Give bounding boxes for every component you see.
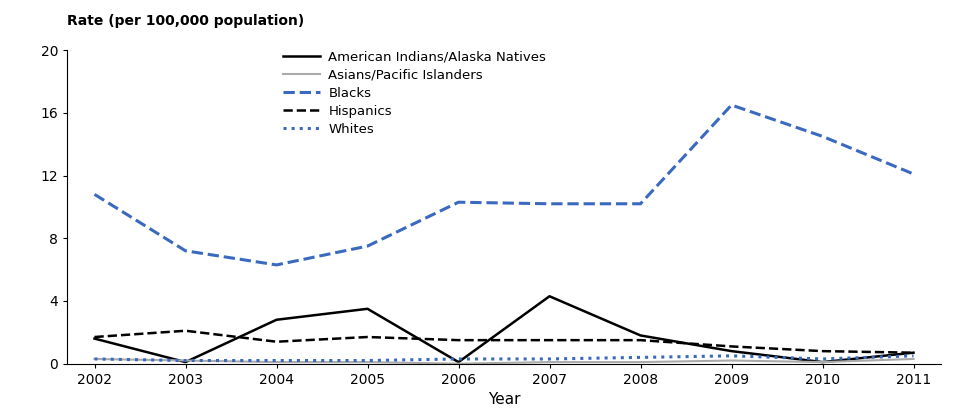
Hispanics <box>362 334 373 339</box>
Whites <box>453 357 465 362</box>
Asians/Pacific Islanders <box>362 359 373 364</box>
Blacks <box>543 201 555 206</box>
Whites <box>726 353 737 358</box>
Blacks <box>453 200 465 205</box>
Asians/Pacific Islanders <box>453 361 465 366</box>
Whites <box>88 357 100 362</box>
Whites <box>817 357 828 362</box>
Line: Asians/Pacific Islanders: Asians/Pacific Islanders <box>94 359 914 364</box>
Hispanics <box>271 339 282 344</box>
American Indians/Alaska Natives <box>453 359 465 364</box>
Hispanics <box>726 344 737 349</box>
American Indians/Alaska Natives <box>635 333 646 338</box>
Whites <box>180 358 191 363</box>
Hispanics <box>635 338 646 343</box>
Blacks <box>362 244 373 249</box>
Asians/Pacific Islanders <box>88 357 100 362</box>
Asians/Pacific Islanders <box>908 357 920 362</box>
Hispanics <box>453 338 465 343</box>
Hispanics <box>88 334 100 339</box>
American Indians/Alaska Natives <box>88 336 100 341</box>
Asians/Pacific Islanders <box>271 359 282 364</box>
American Indians/Alaska Natives <box>726 349 737 354</box>
Asians/Pacific Islanders <box>635 359 646 364</box>
Whites <box>271 358 282 363</box>
Blacks <box>88 192 100 197</box>
Whites <box>543 357 555 362</box>
Whites <box>635 355 646 360</box>
Asians/Pacific Islanders <box>543 359 555 364</box>
Asians/Pacific Islanders <box>726 358 737 363</box>
Blacks <box>635 201 646 206</box>
Whites <box>908 353 920 358</box>
Line: Hispanics: Hispanics <box>94 331 914 353</box>
Asians/Pacific Islanders <box>817 359 828 364</box>
X-axis label: Year: Year <box>488 392 520 407</box>
Legend: American Indians/Alaska Natives, Asians/Pacific Islanders, Blacks, Hispanics, Wh: American Indians/Alaska Natives, Asians/… <box>283 51 546 136</box>
American Indians/Alaska Natives <box>543 294 555 299</box>
Hispanics <box>908 350 920 355</box>
Blacks <box>271 263 282 268</box>
Line: Blacks: Blacks <box>94 105 914 265</box>
Whites <box>362 358 373 363</box>
American Indians/Alaska Natives <box>362 306 373 311</box>
Blacks <box>817 134 828 139</box>
Hispanics <box>180 328 191 333</box>
Hispanics <box>543 338 555 343</box>
American Indians/Alaska Natives <box>908 350 920 355</box>
American Indians/Alaska Natives <box>817 359 828 364</box>
Blacks <box>908 171 920 176</box>
American Indians/Alaska Natives <box>271 317 282 322</box>
Line: American Indians/Alaska Natives: American Indians/Alaska Natives <box>94 296 914 362</box>
Asians/Pacific Islanders <box>180 358 191 363</box>
Text: Rate (per 100,000 population): Rate (per 100,000 population) <box>67 14 304 28</box>
Blacks <box>726 102 737 107</box>
Blacks <box>180 248 191 253</box>
Hispanics <box>817 349 828 354</box>
American Indians/Alaska Natives <box>180 359 191 364</box>
Line: Whites: Whites <box>94 356 914 360</box>
